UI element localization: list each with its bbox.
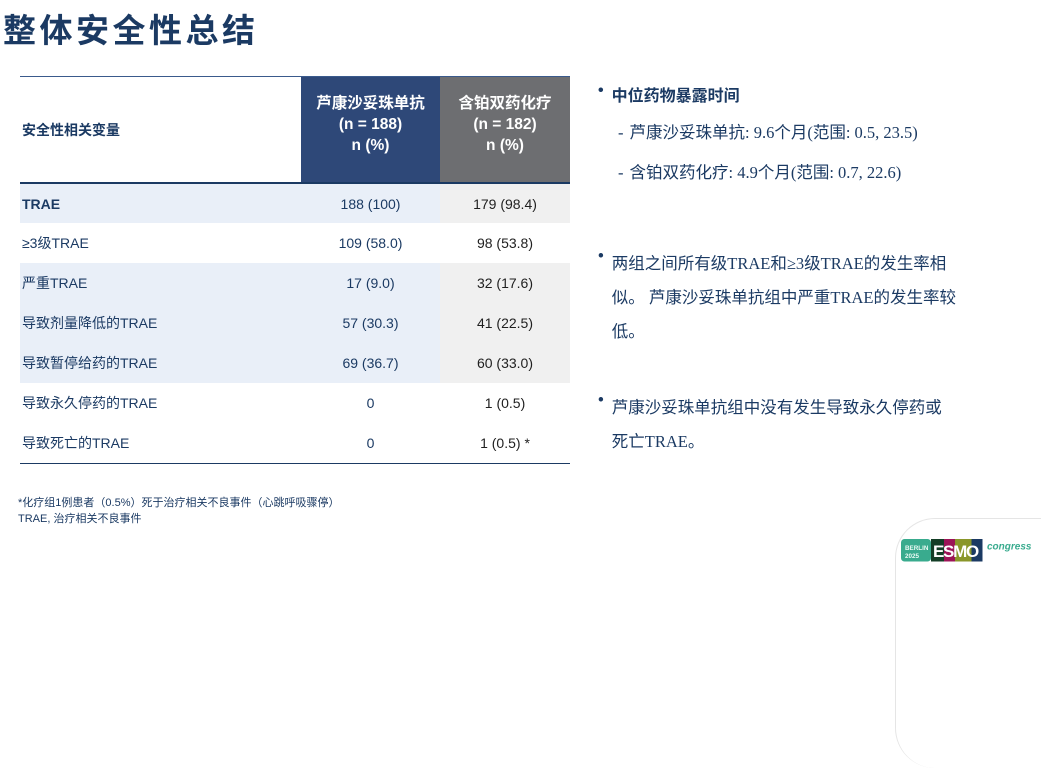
svg-text:2025: 2025 (905, 553, 920, 560)
svg-text:BERLIN: BERLIN (905, 545, 929, 552)
svg-text:congress: congress (987, 542, 1032, 553)
svg-text:ESMO: ESMO (933, 542, 979, 561)
